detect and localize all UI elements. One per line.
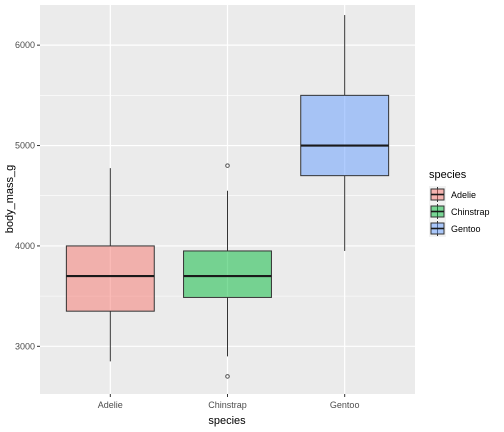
outlier-point	[225, 163, 230, 168]
box-adelie	[65, 245, 155, 312]
boxes-layer	[65, 15, 390, 379]
x-axis: Adelie Chinstrap Gentoo	[98, 394, 360, 410]
y-tick-label: 6000	[15, 40, 35, 50]
box-chinstrap	[183, 250, 272, 298]
x-axis-title: species	[208, 415, 246, 427]
y-tick-label: 5000	[15, 141, 35, 151]
legend-title: species	[429, 169, 467, 181]
x-tick-label: Chinstrap	[208, 400, 247, 410]
x-tick-label: Gentoo	[330, 400, 360, 410]
y-tick-label: 4000	[15, 241, 35, 251]
legend-label: Gentoo	[451, 224, 481, 234]
outlier-point	[225, 374, 230, 379]
legend-label: Adelie	[451, 190, 476, 200]
legend: species Adelie Chinstrap Gentoo	[429, 169, 490, 237]
x-tick-label: Adelie	[98, 400, 123, 410]
box-gentoo	[300, 94, 390, 177]
y-axis-title: body_mass_g	[4, 165, 16, 234]
y-axis: 3000 4000 5000 6000	[15, 40, 40, 351]
y-tick-label: 3000	[15, 341, 35, 351]
legend-label: Chinstrap	[451, 207, 490, 217]
